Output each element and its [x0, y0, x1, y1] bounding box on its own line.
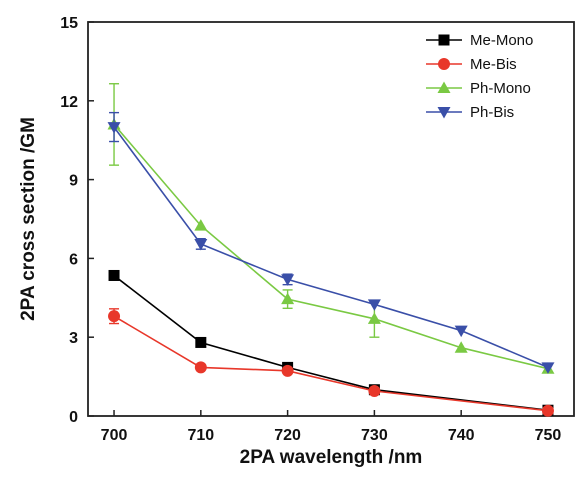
- data-point: [281, 274, 295, 286]
- data-point: [195, 336, 207, 348]
- legend-marker: [438, 58, 450, 70]
- data-point: [194, 219, 208, 231]
- data-point: [281, 292, 295, 305]
- x-tick-label: 720: [274, 427, 301, 444]
- series-line-ph-bis: [113, 126, 549, 369]
- y-axis-title: 2PA cross section /GM: [18, 117, 39, 321]
- plot-frame: [87, 21, 575, 417]
- legend-label: Me-Mono: [470, 32, 533, 49]
- data-point: [107, 122, 121, 134]
- series-me-bis: [108, 308, 554, 417]
- legend-marker: [437, 107, 451, 119]
- x-tick-label: 730: [361, 427, 388, 444]
- series-line-me-mono: [113, 274, 549, 411]
- legend-marker: [438, 34, 450, 46]
- data-point: [541, 362, 555, 374]
- x-tick-label: 700: [101, 427, 128, 444]
- legend-marker: [437, 81, 451, 93]
- data-point: [541, 404, 554, 417]
- data-point: [368, 385, 381, 398]
- y-tick-label: 15: [60, 15, 78, 32]
- data-point: [108, 310, 121, 323]
- legend-label: Ph-Bis: [470, 104, 514, 121]
- data-point: [194, 361, 207, 374]
- x-tick-label: 710: [187, 427, 214, 444]
- y-tick-label: 9: [69, 173, 78, 190]
- legend-label: Me-Bis: [470, 56, 517, 73]
- legend-item-ph-bis: Ph-Bis: [426, 104, 514, 121]
- data-point: [108, 269, 120, 281]
- data-point: [367, 299, 381, 311]
- data-point: [367, 312, 381, 324]
- data-point: [454, 325, 468, 338]
- y-tick-label: 6: [69, 251, 78, 268]
- series-ph-mono: [107, 83, 555, 374]
- legend-item-ph-mono: Ph-Mono: [426, 80, 531, 97]
- y-tick-label: 12: [60, 94, 78, 111]
- data-point: [454, 341, 468, 353]
- data-point: [281, 364, 294, 377]
- x-tick-label: 740: [448, 427, 475, 444]
- data-point: [194, 238, 208, 251]
- x-axis-title: 2PA wavelength /nm: [240, 447, 423, 468]
- y-tick-label: 3: [69, 330, 78, 347]
- legend-item-me-mono: Me-Mono: [426, 32, 533, 49]
- series-ph-bis: [107, 111, 555, 374]
- y-tick-label: 0: [69, 409, 78, 426]
- x-tick-label: 750: [535, 427, 562, 444]
- legend-item-me-bis: Me-Bis: [426, 56, 517, 73]
- series-line-me-bis: [113, 315, 549, 412]
- series-line-ph-mono: [113, 123, 549, 370]
- legend-label: Ph-Mono: [470, 80, 531, 97]
